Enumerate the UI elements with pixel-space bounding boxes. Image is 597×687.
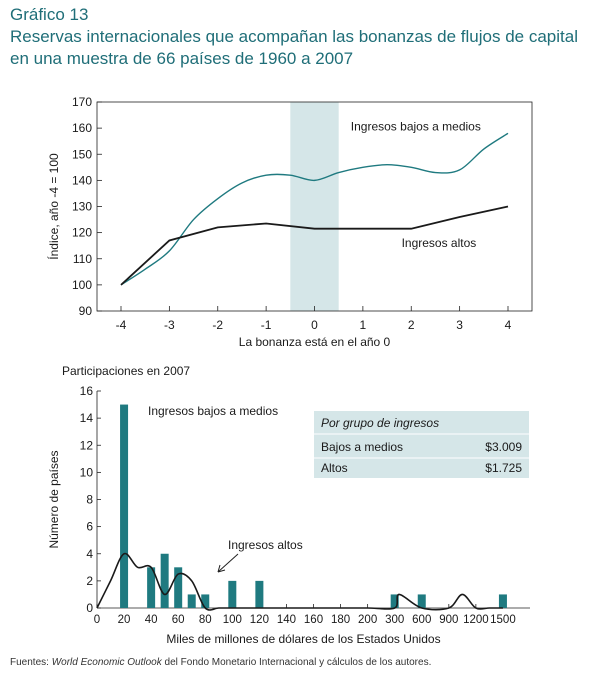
bar-bajos-medios	[228, 580, 237, 608]
x-tick-label: 0	[94, 614, 100, 626]
bar-bajos-medios	[255, 580, 264, 608]
x-tick-label: 2	[408, 318, 415, 332]
y-axis-label: Número de países	[47, 450, 61, 548]
y-tick-label: 8	[86, 493, 93, 507]
y-tick-label: 160	[72, 121, 92, 135]
line-chart: 90 100 110 120 130 140 150 160 170 -4 -3 -2 -1 0 1 2 3 4 L…	[46, 95, 533, 349]
y-tick-label: 150	[72, 147, 92, 161]
series-label-altos: Ingresos altos	[402, 236, 477, 250]
bar-bajos-medios	[160, 553, 169, 608]
annotation-arrow-head	[217, 564, 226, 573]
x-axis-label: Miles de millones de dólares de los Esta…	[166, 632, 440, 646]
info-box	[314, 411, 529, 478]
bar-bajos-medios	[187, 594, 196, 608]
x-tick-label: 20	[118, 614, 131, 626]
x-tick-label: 0	[311, 318, 318, 332]
x-tick-label: 140	[277, 614, 296, 626]
source-prefix: Fuentes:	[10, 657, 52, 668]
source-italic: World Economic Outlook	[51, 657, 162, 668]
x-tick-label: 40	[145, 614, 158, 626]
x-tick-label: 1500	[490, 614, 516, 626]
figure-title-line2: en una muestra de 66 países de 1960 a 20…	[10, 49, 354, 68]
x-tick-label: 80	[199, 614, 212, 626]
curve-altos	[96, 552, 503, 611]
y-tick-label: 16	[80, 384, 94, 398]
bar-bajos-medios	[201, 594, 210, 608]
x-tick-label: 60	[172, 614, 185, 626]
figure-label: Gráfico 13	[10, 5, 89, 24]
y-tick-label: 0	[86, 601, 93, 615]
y-tick-label: 120	[72, 226, 92, 240]
bar-bajos-medios	[417, 594, 426, 608]
info-box-row-value: $3.009	[485, 440, 522, 454]
x-tick-label: 100	[223, 614, 242, 626]
x-tick-label: 120	[250, 614, 269, 626]
y-tick-label: 14	[80, 411, 94, 425]
chart2-title: Participaciones en 2007	[62, 364, 190, 378]
x-tick-label: 600	[412, 614, 431, 626]
y-tick-label: 4	[86, 547, 93, 561]
info-box-row-label: Altos	[321, 461, 348, 475]
x-axis-label: La bonanza está en el año 0	[239, 335, 391, 349]
series-label-altos: Ingresos altos	[228, 538, 303, 552]
x-tick-label: 4	[505, 318, 512, 332]
y-tick-label: 130	[72, 200, 92, 214]
y-tick-label: 12	[80, 438, 94, 452]
y-tick-label: 10	[80, 465, 94, 479]
bar-bajos-medios	[498, 594, 507, 608]
source-suffix: del Fondo Monetario Internacional y cálc…	[161, 657, 432, 668]
bar-bajos-medios	[390, 594, 399, 608]
x-tick-label: 3	[456, 318, 463, 332]
y-tick-label: 90	[79, 304, 93, 318]
source-note: Fuentes: World Economic Outlook del Fond…	[10, 657, 431, 668]
bar-bajos-medios	[147, 567, 156, 608]
y-tick-label: 140	[72, 173, 92, 187]
info-box-row-label: Bajos a medios	[321, 440, 403, 454]
bonanza-shaded-band	[290, 102, 339, 311]
x-tick-label: 180	[331, 614, 350, 626]
y-tick-label: 2	[86, 574, 93, 588]
y-tick-label: 6	[86, 520, 93, 534]
y-axis-label: Índice, año -4 = 100	[46, 153, 61, 260]
x-tick-label: -1	[261, 318, 272, 332]
x-tick-label: 160	[304, 614, 323, 626]
y-tick-label: 110	[73, 252, 92, 266]
x-tick-label: -3	[164, 318, 175, 332]
bar-bajos-medios	[120, 404, 129, 608]
series-label-bajos-medios: Ingresos bajos a medios	[351, 120, 481, 134]
bar-bajos-medios	[174, 567, 183, 608]
info-box-title: Por grupo de ingresos	[321, 416, 439, 430]
info-box-row-value: $1.725	[485, 461, 522, 475]
figure-title-line1: Reservas internacionales que acompañan l…	[10, 27, 578, 46]
y-tick-label: 100	[72, 278, 92, 292]
x-tick-label: 1	[360, 318, 367, 332]
series-line-altos	[120, 205, 509, 286]
x-tick-label: -2	[212, 318, 223, 332]
title-block: Gráfico 13 Reservas internacionales que …	[10, 4, 590, 70]
x-tick-label: 200	[358, 614, 377, 626]
x-tick-label: 1200	[463, 614, 489, 626]
x-tick-label: -4	[116, 318, 127, 332]
series-label-bajos-medios: Ingresos bajos a medios	[148, 404, 278, 418]
x-tick-label: 900	[439, 614, 458, 626]
series-line-bajos-medios	[120, 132, 509, 286]
y-tick-label: 170	[72, 95, 92, 109]
x-tick-label: 300	[385, 614, 404, 626]
annotation-arrow-line	[217, 553, 239, 573]
